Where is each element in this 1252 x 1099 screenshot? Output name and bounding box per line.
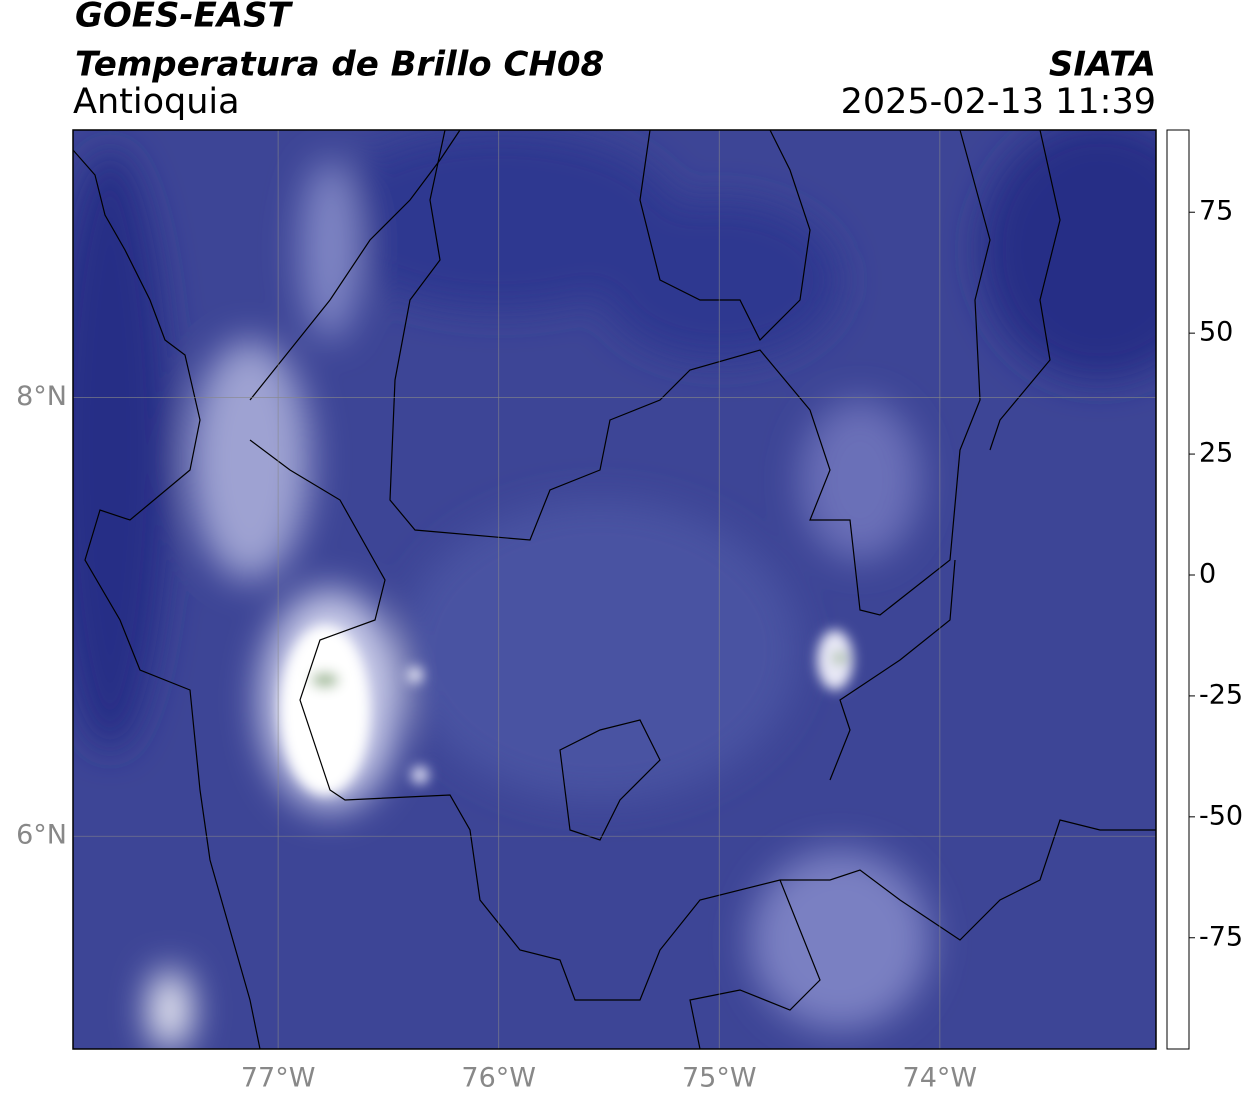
region: Antioquia: [73, 82, 240, 122]
title: GOES-EAST: [75, 0, 294, 36]
colorbar-tick-label: -50: [1199, 800, 1243, 831]
colorbar-tick-label: 50: [1199, 317, 1233, 348]
map-image: [73, 130, 1156, 1049]
x-tick-label: 74°W: [903, 1063, 978, 1094]
colorbar-tick-label: 25: [1199, 438, 1233, 469]
datetime: 2025-02-13 11:39: [841, 82, 1156, 122]
x-tick-label: 76°W: [461, 1063, 536, 1094]
colorbar-tick-label: 75: [1199, 196, 1233, 227]
y-tick-label: 8°N: [16, 381, 67, 412]
grid: [73, 130, 1156, 1049]
colorbar: [1166, 129, 1190, 1050]
map-frame: [72, 129, 1157, 1050]
colorbar-tick-label: -25: [1199, 679, 1243, 710]
borders: [73, 130, 1156, 1049]
y-tick-label: 6°N: [16, 820, 67, 851]
x-tick-label: 77°W: [241, 1063, 316, 1094]
x-tick-label: 75°W: [682, 1063, 757, 1094]
colorbar-tick-label: -75: [1199, 921, 1243, 952]
agency: SIATA: [1049, 45, 1156, 85]
colorbar-tick-label: 0: [1199, 558, 1216, 589]
subtitle: Temperatura de Brillo CH08: [75, 45, 604, 85]
